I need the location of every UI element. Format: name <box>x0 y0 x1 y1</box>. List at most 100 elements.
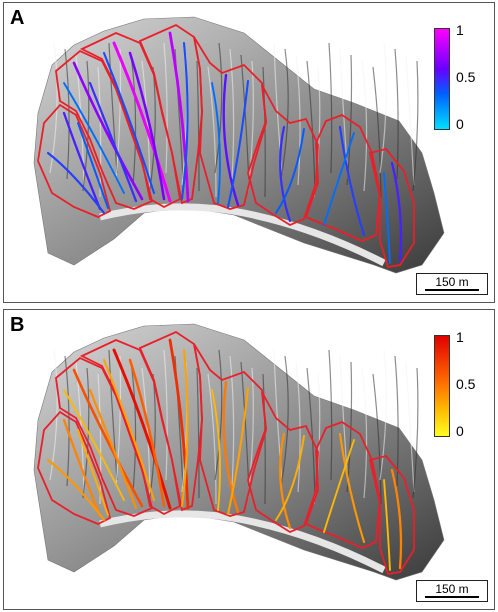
drainage-channel <box>62 111 102 211</box>
drainage-channel <box>279 125 292 223</box>
scale-bar-line <box>425 596 479 598</box>
catchment-outline <box>37 410 112 525</box>
colorbar-mid-label: 0.5 <box>456 376 476 392</box>
terrain-ridge <box>361 367 368 499</box>
terrain-ridge <box>306 60 316 192</box>
drainage-channel <box>211 82 221 204</box>
terrain-ridge <box>372 66 382 198</box>
drainage-channel <box>275 435 305 521</box>
terrain-ridge <box>214 42 223 174</box>
scale-bar-label: 150 m <box>435 582 469 596</box>
colorbar <box>434 28 450 130</box>
hillshade-map-a <box>33 16 445 274</box>
terrain-ridge <box>97 373 102 505</box>
terrain-ridge <box>130 361 137 493</box>
drainage-channel <box>168 338 190 510</box>
map-panel-a: A 1 0.5 0 150 m <box>3 2 495 303</box>
drainage-channel <box>222 73 240 207</box>
scale-bar: 150 m <box>416 273 488 295</box>
terrain-ridge <box>108 349 118 481</box>
terrain-ridge <box>163 349 168 481</box>
drainage-channel <box>102 51 156 195</box>
catchment-outline <box>304 113 381 242</box>
colorbar-min-label: 0 <box>456 423 464 439</box>
terrain-ridge <box>372 373 382 505</box>
drainage-channel <box>338 125 366 237</box>
scale-bar: 150 m <box>416 580 488 602</box>
terrain-ridge <box>214 349 223 481</box>
terrain-ridge <box>207 66 217 198</box>
terrain-ridge <box>82 60 90 192</box>
scale-bar-line <box>425 289 479 291</box>
catchment-outline <box>247 391 319 534</box>
terrain-ridge <box>306 367 316 499</box>
drainage-channel <box>390 468 403 570</box>
drainage-channel <box>62 418 102 518</box>
drainage-channel <box>102 358 156 502</box>
drainage-channel <box>46 458 106 522</box>
catchment-outline <box>368 147 415 269</box>
terrain-ridge <box>130 54 137 186</box>
drainage-channel <box>77 429 109 516</box>
drainage-channel <box>72 61 144 201</box>
drainage-channel <box>63 82 125 194</box>
terrain-ridge <box>108 42 118 174</box>
road <box>99 203 386 267</box>
drainage-channel <box>77 122 109 209</box>
drainage-channel <box>168 31 190 203</box>
terrain-ridge <box>280 355 289 487</box>
terrain-ridge <box>262 373 266 505</box>
catchment-outline <box>368 454 415 576</box>
map-panel-b: B 1 0.5 0 150 m <box>3 309 495 610</box>
terrain-ridge <box>115 48 122 180</box>
terrain-ridge <box>196 367 200 499</box>
drainage-channel <box>180 41 189 201</box>
colorbar-max-label: 1 <box>456 22 464 38</box>
drainage-channel <box>226 386 250 516</box>
catchment-outline <box>138 23 203 205</box>
scale-bar-label: 150 m <box>435 275 469 289</box>
drainage-channel <box>383 172 391 264</box>
terrain-ridge <box>379 349 387 481</box>
colorbar-max-label: 1 <box>456 329 464 345</box>
drainage-channel <box>226 79 250 209</box>
drainage-channel <box>390 161 403 263</box>
drainage-channel <box>112 348 172 510</box>
drainage-channel <box>128 51 166 201</box>
catchment-outline <box>193 343 267 517</box>
drainage-channel <box>88 81 138 203</box>
terrain-ridge <box>262 66 266 198</box>
terrain-ridge <box>280 48 289 180</box>
road <box>99 510 386 574</box>
drainage-channel <box>222 380 240 514</box>
drainage-channel <box>323 132 355 226</box>
terrain-ridge <box>295 361 301 493</box>
terrain-ridge <box>229 355 235 487</box>
terrain-ridge <box>361 60 368 192</box>
drainage-channel <box>88 388 138 510</box>
drainage-channel <box>180 348 189 508</box>
drainage-channel <box>383 479 391 571</box>
terrain-ridge <box>115 355 122 487</box>
drainage-channel <box>72 368 144 508</box>
drainage-channel <box>128 358 166 508</box>
terrain-ridge <box>141 60 151 192</box>
terrain-ridge <box>163 42 168 174</box>
catchment-outline <box>193 36 267 210</box>
drainage-channel <box>211 389 221 511</box>
terrain-ridge <box>97 66 102 198</box>
drainage-channel <box>323 439 355 533</box>
catchment-outline <box>247 84 319 227</box>
terrain-ridge <box>207 373 217 505</box>
panel-label: B <box>10 314 25 336</box>
hillshade-map-b <box>33 323 445 581</box>
drainage-channel <box>275 128 305 214</box>
terrain-ridge <box>141 367 151 499</box>
terrain-ridge <box>412 367 419 499</box>
terrain-ridge <box>328 349 333 481</box>
terrain-ridge <box>295 54 301 186</box>
terrain-ridge <box>379 42 387 174</box>
drainage-channel <box>112 41 172 203</box>
terrain-ridge <box>405 54 415 186</box>
colorbar-mid-label: 0.5 <box>456 69 476 85</box>
